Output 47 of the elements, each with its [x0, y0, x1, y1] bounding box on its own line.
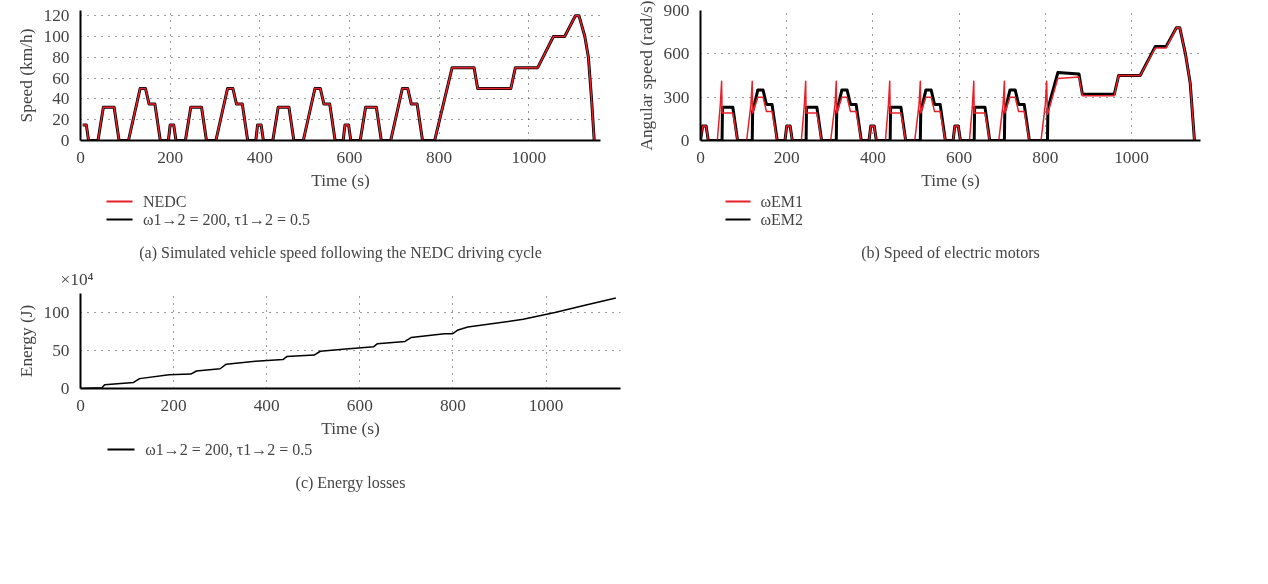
text: (b) Speed of electric motors	[861, 243, 1040, 262]
legend-label: ωEM1	[760, 193, 804, 210]
y-tick-label: 100	[43, 303, 70, 322]
y-tick-label: 600	[663, 44, 690, 64]
x-tick-label: 200	[160, 395, 187, 415]
x-tick-label: 0	[696, 147, 705, 167]
x-tick-label: 400	[253, 395, 280, 415]
x-tick-label: 200	[773, 147, 800, 167]
y-axis-title: Speed (km/h)	[16, 28, 36, 123]
y-tick-label: 60	[52, 68, 70, 88]
text: (a) Simulated vehicle speed following the NEDC driving cycle	[139, 243, 542, 262]
legend-label: ωEM2	[760, 211, 804, 228]
x-tick-label: 1000	[1114, 147, 1149, 167]
x-tick-label: 600	[336, 147, 363, 167]
x-tick-label: 600	[346, 395, 373, 415]
x-tick-label: 400	[859, 147, 886, 167]
y-axis-title: Angular speed (rad/s)	[636, 0, 656, 151]
x-tick-label: 800	[439, 395, 466, 415]
y-tick-label: 50	[52, 341, 70, 360]
y-tick-label: 40	[52, 89, 70, 109]
y-tick-label: 300	[663, 87, 690, 107]
x-tick-label: 1000	[528, 395, 564, 415]
legend-label: ω1→2 = 200, τ1→2 = 0.5	[145, 441, 313, 458]
x-tick-label: 1000	[511, 147, 547, 167]
x-axis-title: Time (s)	[311, 170, 371, 190]
x-tick-label: 200	[157, 147, 184, 167]
legend-label: ω1→2 = 200, τ1→2 = 0.5	[142, 211, 310, 228]
y-tick-label: 20	[52, 110, 70, 130]
y-tick-label: 80	[52, 47, 70, 67]
x-axis-title: Time (s)	[921, 170, 981, 190]
x-tick-label: 800	[426, 147, 453, 167]
y-tick-label: 0	[60, 379, 70, 398]
y-axis-title: Energy (J)	[16, 304, 36, 378]
x-tick-label: 0	[76, 147, 85, 167]
y-tick-label: 0	[60, 131, 70, 150]
x-axis-title: Time (s)	[321, 418, 381, 438]
legend-label: NEDC	[142, 193, 187, 210]
x-tick-label: 0	[76, 395, 85, 415]
y-tick-label: 100	[43, 27, 70, 46]
y-tick-label: 0	[680, 131, 690, 150]
x-tick-label: 800	[1032, 147, 1059, 167]
x-tick-label: 600	[946, 147, 973, 167]
text: ×10⁴	[60, 269, 94, 289]
text: (c) Energy losses	[295, 473, 406, 492]
y-tick-label: 120	[43, 6, 70, 26]
y-tick-label: 900	[663, 1, 690, 20]
x-tick-label: 400	[246, 147, 273, 167]
